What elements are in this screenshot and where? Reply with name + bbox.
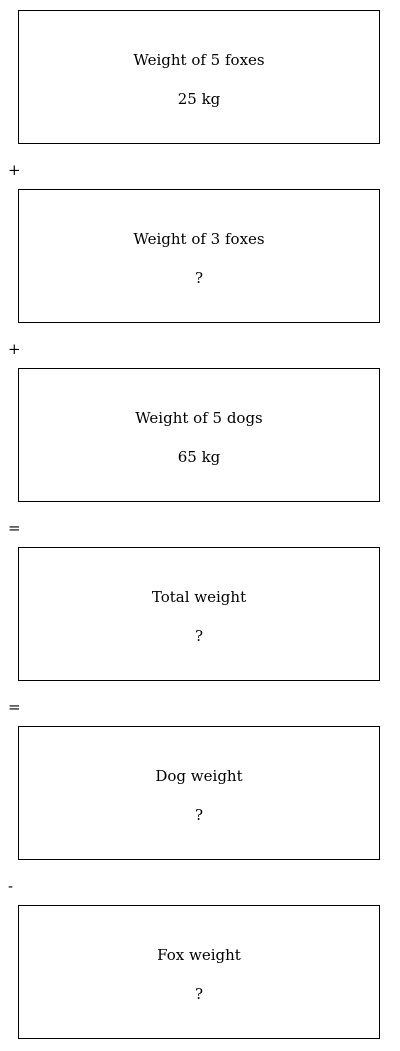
- box-label: Fox weight: [157, 946, 241, 964]
- box-label: Weight of 5 dogs: [135, 409, 263, 427]
- plus-operator: +: [8, 340, 21, 358]
- box-label: Weight of 3 foxes: [133, 230, 265, 248]
- box-dog-weight: Dog weight ?: [18, 726, 380, 860]
- box-label: Weight of 5 foxes: [133, 51, 265, 69]
- box-label: Total weight: [151, 588, 247, 606]
- box-label: Dog weight: [155, 767, 243, 785]
- box-fox-weight: Fox weight ?: [18, 905, 380, 1039]
- box-value: ?: [194, 985, 204, 1003]
- box-total-weight: Total weight ?: [18, 547, 380, 681]
- box-value: ?: [194, 269, 204, 287]
- box-value: 65 kg: [177, 448, 221, 466]
- minus-operator: -: [8, 877, 14, 895]
- box-value: ?: [194, 627, 204, 645]
- plus-operator: +: [8, 161, 21, 179]
- box-value: 25 kg: [177, 90, 221, 108]
- box-weight-3-foxes: Weight of 3 foxes ?: [18, 189, 380, 323]
- box-weight-5-dogs: Weight of 5 dogs 65 kg: [18, 368, 380, 502]
- equals-operator: =: [8, 519, 21, 537]
- equals-operator: =: [8, 698, 21, 716]
- box-weight-5-foxes: Weight of 5 foxes 25 kg: [18, 10, 380, 144]
- box-value: ?: [194, 806, 204, 824]
